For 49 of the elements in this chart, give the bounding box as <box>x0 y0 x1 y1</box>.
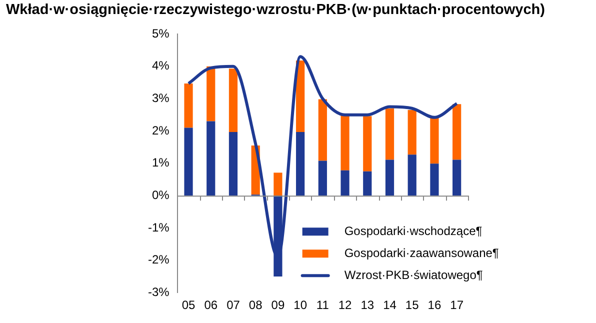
bar <box>318 160 327 196</box>
x-tick-label: 10 <box>294 298 308 312</box>
chart-title: Wkład·w·osiągnięcie·rzeczywistego·wzrostu·PKB·(w·punktach·procentowych) <box>6 2 545 18</box>
bar <box>408 110 416 155</box>
bar <box>296 132 305 196</box>
x-tick-label: 16 <box>428 298 442 312</box>
x-tick-label: 11 <box>316 298 330 312</box>
bar <box>385 108 394 160</box>
x-tick-label: 07 <box>226 298 240 312</box>
x-tick-label: 14 <box>383 298 397 312</box>
bar <box>430 117 439 164</box>
y-tick-label: -2% <box>148 252 170 267</box>
bar <box>184 83 193 128</box>
bar <box>452 160 462 196</box>
x-tick-label: 05 <box>182 298 196 312</box>
bar <box>318 99 327 161</box>
legend-label: Gospodarki·zaawansowane¶ <box>344 246 499 260</box>
x-tick-label: 15 <box>405 298 420 312</box>
x-tick-label: 13 <box>360 298 374 312</box>
y-tick-label: -3% <box>148 284 170 299</box>
bar <box>363 171 372 196</box>
x-tick-label: 12 <box>338 298 352 312</box>
bar <box>274 172 282 196</box>
bar <box>228 68 238 132</box>
x-tick-label: 17 <box>450 298 464 312</box>
y-tick-label: -1% <box>148 220 170 234</box>
legend-label: Wzrost·PKB·światowego¶ <box>344 268 483 282</box>
x-tick-label: 09 <box>271 298 285 312</box>
bar <box>430 164 439 196</box>
bar <box>340 115 350 170</box>
x-tick-label: 08 <box>248 298 263 312</box>
y-tick-label: 0% <box>152 188 170 202</box>
y-tick-label: 3% <box>152 90 170 105</box>
bar <box>452 104 462 160</box>
bar <box>206 66 216 122</box>
bar <box>363 116 372 172</box>
bar <box>296 60 305 132</box>
bar <box>206 121 216 196</box>
bar <box>385 160 394 196</box>
bar <box>228 132 238 196</box>
y-tick-label: 1% <box>152 156 170 170</box>
bar <box>408 154 416 196</box>
y-tick-label: 4% <box>152 58 170 73</box>
x-tick-label: 06 <box>204 298 218 312</box>
y-tick-label: 5% <box>152 26 170 40</box>
bar <box>184 128 193 196</box>
bar <box>340 170 350 196</box>
legend-label: Gospodarki·wschodzące¶ <box>344 224 482 238</box>
y-tick-label: 2% <box>152 123 170 138</box>
